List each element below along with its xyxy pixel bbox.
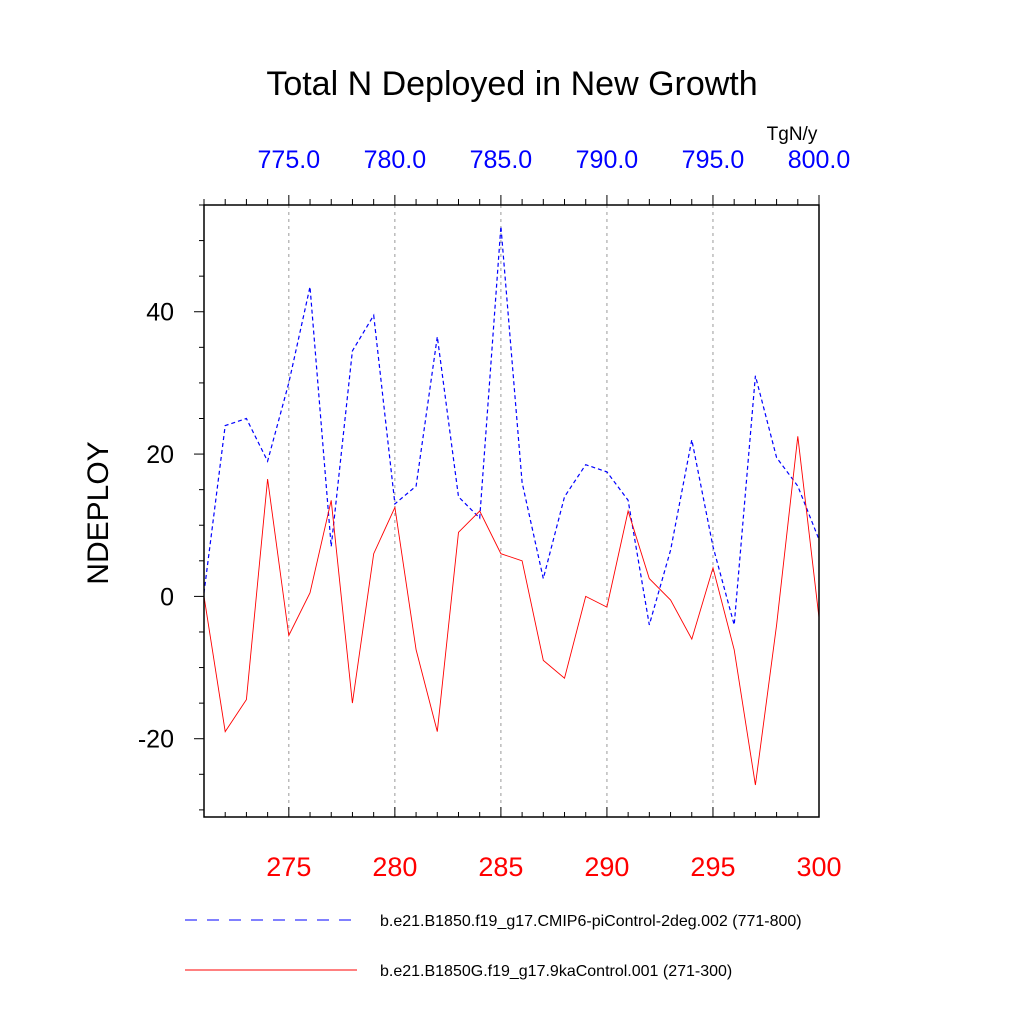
gridlines [288, 205, 714, 817]
x-top-tick-label: 790.0 [576, 146, 639, 174]
plot-frame [203, 204, 820, 818]
x-bottom-tick-label: 295 [690, 852, 735, 882]
y-tick-label: -20 [138, 726, 174, 754]
series-lines [203, 226, 820, 786]
legend: b.e21.B1850.f19_g17.CMIP6-piControl-2deg… [185, 913, 802, 980]
units-label: TgN/y [767, 124, 818, 145]
x-top-tick-label: 785.0 [470, 146, 533, 174]
series-line-cmip6-picontrol [203, 226, 820, 626]
x-bottom-tick-label: 290 [584, 852, 629, 882]
x-top-tick-label: 800.0 [788, 146, 851, 174]
x-bottom-tick-label: 275 [266, 852, 311, 882]
x-bottom-tick-label: 300 [796, 852, 841, 882]
legend-label-1: b.e21.B1850.f19_g17.CMIP6-piControl-2deg… [380, 913, 802, 930]
legend-label-2: b.e21.B1850G.f19_g17.9kaControl.001 (271… [380, 963, 732, 980]
x-top-tick-label: 780.0 [364, 146, 427, 174]
x-bottom-tick-label: 280 [372, 852, 417, 882]
y-tick-label: 20 [146, 441, 174, 469]
x-top-tick-label: 795.0 [682, 146, 745, 174]
y-tick-label: 0 [160, 583, 174, 611]
y-axis-label: NDEPLOY [82, 441, 115, 584]
axes: 275 280 285 290 295 300 775.0 780.0 785.0 790.0 79… [138, 146, 850, 882]
x-top-tick-label: 775.0 [258, 146, 321, 174]
x-bottom-tick-label: 285 [478, 852, 523, 882]
chart-title: Total N Deployed in New Growth [266, 65, 757, 103]
series-line-9ka-control [203, 436, 820, 786]
y-tick-label: 40 [146, 299, 174, 327]
